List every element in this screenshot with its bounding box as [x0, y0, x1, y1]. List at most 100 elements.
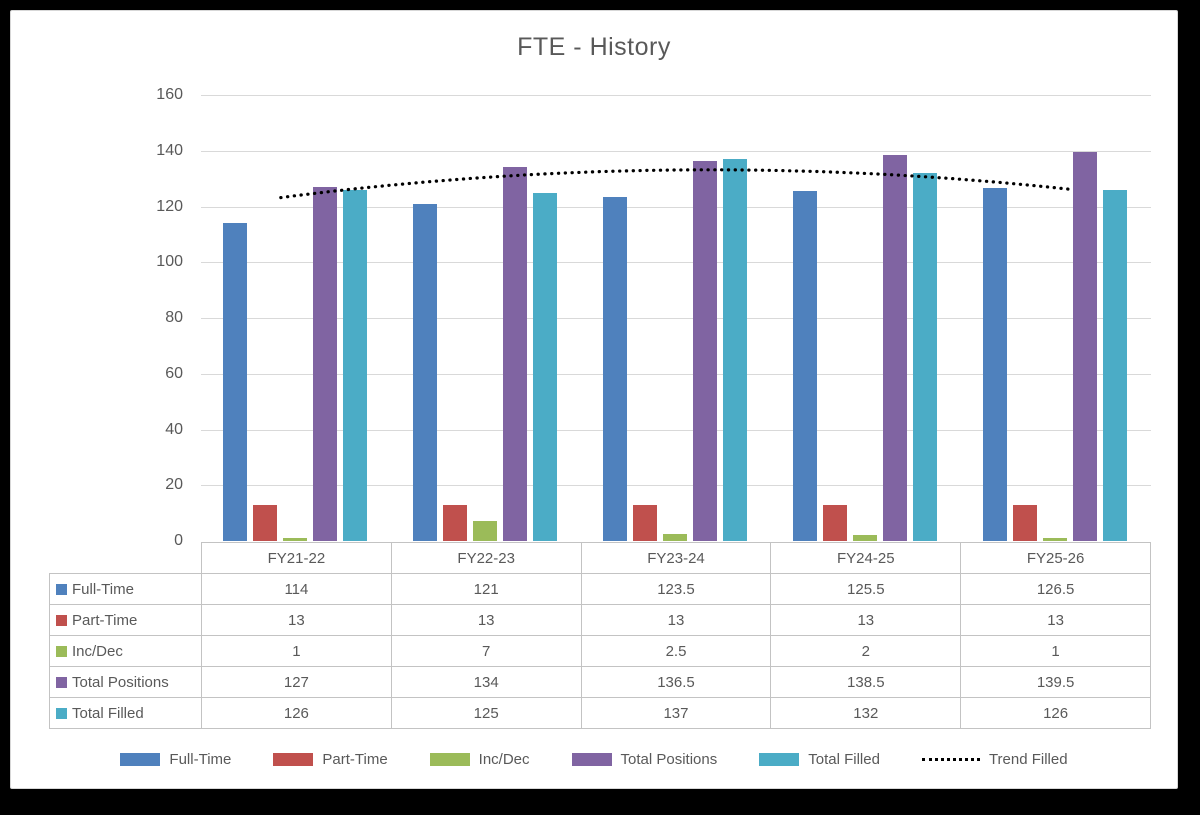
- bar-full-time-fy22-23: [413, 203, 437, 541]
- value-inc-dec-fy23-24: 2.5: [580, 635, 772, 667]
- row-label-total-positions: Total Positions: [49, 666, 202, 698]
- bar-part-time-fy25-26: [1013, 504, 1037, 541]
- bar-part-time-fy24-25: [823, 504, 847, 541]
- bar-total-filled-fy25-26: [1103, 189, 1127, 541]
- category-header-fy22-23: FY22-23: [390, 542, 582, 574]
- value-full-time-fy24-25: 125.5: [770, 573, 962, 605]
- y-axis-tick-label: 120: [156, 197, 183, 215]
- category-header-fy25-26: FY25-26: [960, 542, 1151, 574]
- y-axis-tick-label: 0: [174, 532, 183, 549]
- y-axis-tick-label: 100: [156, 253, 183, 271]
- row-label-part-time: Part-Time: [49, 604, 202, 636]
- legend-swatch-part-time: [273, 753, 314, 766]
- value-part-time-fy23-24: 13: [580, 604, 772, 636]
- bar-inc-dec-fy21-22: [283, 538, 307, 541]
- row-label-total-filled: Total Filled: [49, 697, 202, 729]
- y-axis-tick-label: 40: [165, 420, 183, 438]
- y-gridline: [201, 262, 1151, 264]
- value-total-filled-fy23-24: 137: [580, 697, 772, 729]
- category-header-fy21-22: FY21-22: [201, 542, 392, 574]
- y-axis-tick-label: 20: [165, 476, 183, 494]
- bar-inc-dec-fy23-24: [663, 534, 687, 541]
- bar-total-filled-fy22-23: [533, 192, 557, 541]
- y-axis-tick-label: 160: [156, 86, 183, 103]
- value-part-time-fy22-23: 13: [390, 604, 582, 636]
- y-gridline: [201, 373, 1151, 375]
- value-inc-dec-fy21-22: 1: [201, 635, 392, 667]
- legend-item-part-time: Part-Time: [273, 751, 388, 768]
- legend-item-total-filled: Total Filled: [759, 751, 880, 768]
- value-part-time-fy24-25: 13: [770, 604, 962, 636]
- bar-total-filled-fy21-22: [343, 189, 367, 541]
- bar-part-time-fy21-22: [253, 504, 277, 541]
- value-part-time-fy21-22: 13: [201, 604, 392, 636]
- value-inc-dec-fy25-26: 1: [960, 635, 1151, 667]
- bar-part-time-fy23-24: [633, 504, 657, 541]
- legend-item-full-time: Full-Time: [120, 751, 231, 768]
- legend-swatch-inc-dec: [429, 753, 470, 766]
- bar-inc-dec-fy22-23: [473, 521, 497, 541]
- bar-total-filled-fy23-24: [723, 159, 747, 541]
- category-header-fy24-25: FY24-25: [770, 542, 962, 574]
- bar-full-time-fy25-26: [983, 188, 1007, 541]
- value-total-positions-fy22-23: 134: [390, 666, 582, 698]
- chart-legend: Full-Time Part-Time Inc/Dec Total Positions…: [11, 751, 1177, 768]
- y-gridline: [201, 485, 1151, 487]
- row-label-full-time: Full-Time: [49, 573, 202, 605]
- table-row-total-positions: Total Positions 127 134 136.5 138.5 139.5: [49, 666, 1151, 698]
- series-marker-inc-dec: [56, 645, 67, 657]
- value-full-time-fy21-22: 114: [201, 573, 392, 605]
- value-full-time-fy22-23: 121: [390, 573, 582, 605]
- bar-total-positions-fy23-24: [693, 160, 717, 541]
- bar-total-filled-fy24-25: [913, 173, 937, 541]
- value-total-filled-fy25-26: 126: [960, 697, 1151, 729]
- legend-label: Full-Time: [169, 751, 232, 768]
- legend-label: Part-Time: [322, 751, 388, 768]
- y-gridline: [201, 429, 1151, 431]
- series-marker-total-filled: [56, 707, 67, 719]
- bar-part-time-fy22-23: [443, 504, 467, 541]
- value-total-positions-fy25-26: 139.5: [960, 666, 1151, 698]
- value-total-positions-fy21-22: 127: [201, 666, 392, 698]
- legend-label: Total Filled: [808, 751, 880, 768]
- bar-full-time-fy23-24: [603, 196, 627, 541]
- y-axis-tick-label: 60: [165, 364, 183, 382]
- y-gridline: [201, 95, 1151, 96]
- y-gridline: [201, 150, 1151, 152]
- category-header-fy23-24: FY23-24: [580, 542, 772, 574]
- value-total-positions-fy24-25: 138.5: [770, 666, 962, 698]
- table-corner-cell: [50, 543, 202, 574]
- value-total-filled-fy22-23: 125: [390, 697, 582, 729]
- table-row-inc-dec: Inc/Dec 1 7 2.5 2 1: [49, 635, 1151, 667]
- series-marker-part-time: [56, 614, 67, 626]
- table-row-total-filled: Total Filled 126 125 137 132 126: [49, 697, 1151, 729]
- chart-title: FTE - History: [517, 33, 671, 61]
- bar-full-time-fy21-22: [223, 223, 247, 541]
- legend-swatch-full-time: [120, 753, 161, 766]
- plot-area: 0 20 40 60 80 100 120 140 160: [11, 11, 1177, 788]
- bar-total-positions-fy21-22: [313, 186, 337, 541]
- legend-swatch-trend-filled: [921, 758, 980, 761]
- y-gridline: [201, 318, 1151, 319]
- series-marker-total-positions: [56, 676, 67, 688]
- y-axis-tick-label: 140: [156, 141, 183, 159]
- value-total-filled-fy24-25: 132: [770, 697, 962, 729]
- y-gridline: [201, 206, 1151, 208]
- legend-item-trend-filled: Trend Filled: [921, 751, 1068, 768]
- bar-total-positions-fy25-26: [1073, 152, 1097, 541]
- legend-item-inc-dec: Inc/Dec: [429, 751, 530, 768]
- data-table: FY21-22 FY22-23 FY23-24 FY24-25 FY25-26 Full-…: [49, 542, 1151, 729]
- y-axis-tick-label: 80: [165, 309, 183, 326]
- bar-inc-dec-fy25-26: [1043, 538, 1067, 541]
- legend-item-total-positions: Total Positions: [571, 751, 718, 768]
- row-label-inc-dec: Inc/Dec: [49, 635, 202, 667]
- table-header-row: FY21-22 FY22-23 FY23-24 FY24-25 FY25-26: [50, 542, 1151, 574]
- value-inc-dec-fy24-25: 2: [770, 635, 962, 667]
- legend-label: Trend Filled: [988, 751, 1068, 768]
- value-inc-dec-fy22-23: 7: [390, 635, 582, 667]
- value-full-time-fy25-26: 126.5: [960, 573, 1151, 605]
- bar-total-positions-fy24-25: [883, 154, 907, 541]
- value-part-time-fy25-26: 13: [960, 604, 1151, 636]
- bar-full-time-fy24-25: [793, 191, 817, 541]
- legend-label: Total Positions: [620, 751, 718, 768]
